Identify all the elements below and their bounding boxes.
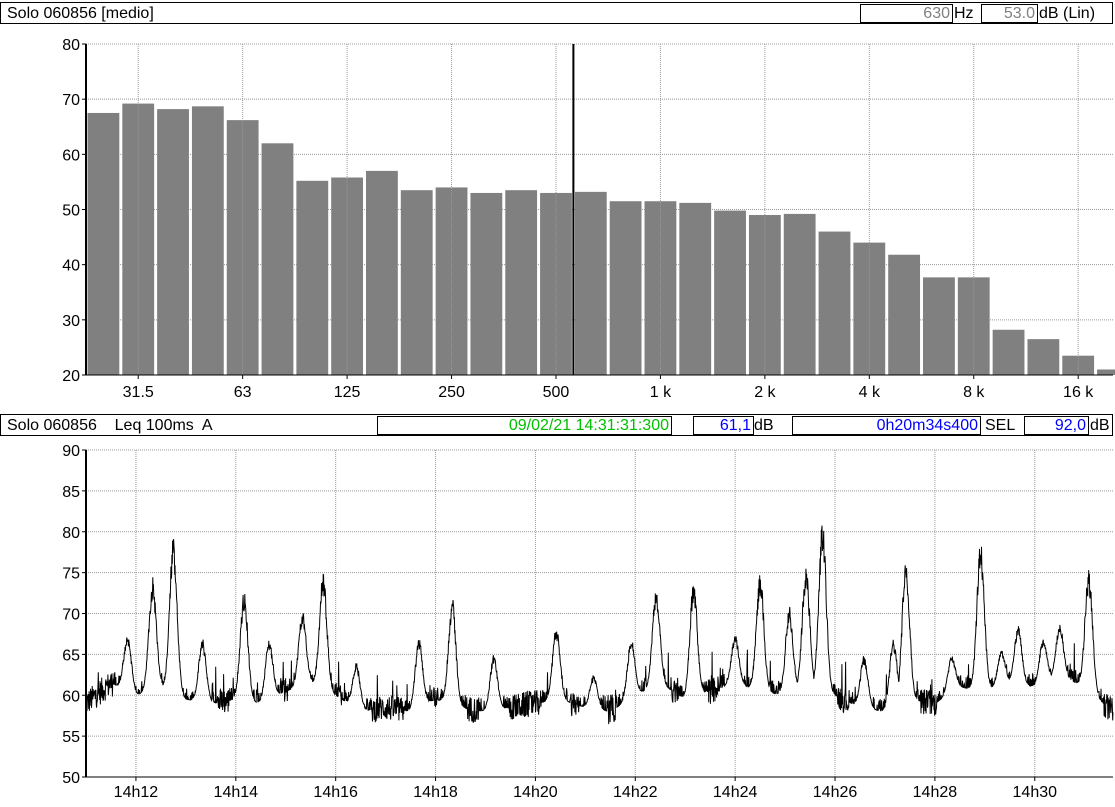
spectrum-bar	[888, 254, 921, 375]
timeline-ytick-label: 55	[62, 729, 80, 746]
spectrum-xtick-label: 31.5	[123, 384, 154, 401]
spectrum-ytick-label: 80	[62, 37, 80, 54]
spectrum-bar	[1027, 339, 1060, 375]
timeline-title: Solo 060856 Leq 100ms A	[7, 417, 213, 434]
spectrum-ytick-label: 30	[62, 313, 80, 330]
spectrum-bar	[992, 329, 1025, 375]
spectrum-title: Solo 060856 [medio]	[7, 5, 154, 22]
timeline-ytick-label: 60	[62, 688, 80, 705]
leq-value-box[interactable]: 61,1	[693, 416, 754, 435]
spectrum-bar	[1062, 355, 1095, 375]
timeline-ytick-label: 85	[62, 484, 80, 501]
spectrum-panel: Solo 060856 [medio] 630 Hz 53.0 dB (Lin)…	[0, 2, 1115, 408]
timeline-xtick-label: 14h22	[613, 784, 658, 801]
spectrum-bar	[818, 231, 851, 375]
timeline-chart[interactable]: 50 55 60 65 70 75 80 85 90 14h12 14h14 14h16 14h18 14…	[0, 436, 1115, 807]
timeline-xtick-label: 14h30	[1013, 784, 1058, 801]
spectrum-bar	[261, 143, 294, 375]
sel-value-box[interactable]: 92,0	[1024, 416, 1089, 435]
spectrum-xtick-label: 4 k	[859, 384, 881, 401]
spectrum-bar	[574, 191, 607, 375]
spectrum-xtick-label: 500	[543, 384, 570, 401]
spectrum-bar	[157, 109, 189, 375]
spectrum-ytick-label: 40	[62, 258, 80, 275]
spectrum-bar	[400, 190, 433, 375]
duration-box[interactable]: 0h20m34s400	[792, 416, 981, 435]
frequency-value-box[interactable]: 630	[860, 4, 953, 23]
spectrum-bar	[87, 112, 120, 375]
spectrum-bar	[470, 192, 503, 375]
spectrum-xtick-label: 16 k	[1063, 384, 1094, 401]
frequency-unit: Hz	[954, 5, 974, 22]
timeline-xtick-label: 14h14	[214, 784, 259, 801]
sel-label: SEL	[985, 417, 1016, 434]
timeline-panel: Solo 060856 Leq 100ms A 09/02/21 14:31:3…	[0, 408, 1115, 807]
spectrum-bar	[191, 106, 224, 376]
spectrum-xtick-label: 63	[234, 384, 252, 401]
timeline-xtick-label: 14h12	[114, 784, 159, 801]
timeline-xtick-label: 14h16	[313, 784, 358, 801]
spectrum-bar	[923, 277, 955, 375]
spectrum-ytick-label: 20	[62, 368, 80, 385]
spectrum-header: Solo 060856 [medio] 630 Hz 53.0 dB (Lin)	[0, 2, 1113, 24]
spectrum-xtick-label: 2 k	[754, 384, 776, 401]
timeline-xtick-label: 14h24	[713, 784, 758, 801]
spectrum-ytick-label: 50	[62, 203, 80, 220]
spectrum-bar	[366, 170, 398, 375]
spectrum-bar	[783, 213, 816, 375]
spectrum-bar	[748, 215, 781, 375]
spectrum-xtick-label: 8 k	[963, 384, 985, 401]
spectrum-bar	[505, 190, 538, 375]
spectrum-ytick-label: 70	[62, 92, 80, 109]
level-value-box[interactable]: 53.0	[981, 4, 1038, 23]
spectrum-chart[interactable]: 20 30 40 50 60 70 80 31.5 63 125 250 500 1 k 2 k 4 k 8 …	[0, 22, 1115, 408]
spectrum-bar	[679, 202, 712, 375]
level-unit: dB (Lin)	[1039, 5, 1096, 22]
spectrum-bar	[1097, 369, 1115, 375]
timeline-ytick-label: 65	[62, 647, 80, 664]
timeline-ytick-label: 70	[62, 607, 80, 624]
timeline-xtick-label: 14h28	[913, 784, 958, 801]
sel-unit: dB	[1090, 417, 1110, 434]
timeline-ytick-label: 50	[62, 770, 80, 787]
spectrum-xtick-label: 125	[334, 384, 361, 401]
spectrum-bar	[296, 180, 329, 375]
timeline-ytick-label: 75	[62, 566, 80, 583]
spectrum-bar	[609, 201, 642, 375]
timeline-header: Solo 060856 Leq 100ms A 09/02/21 14:31:3…	[0, 414, 1113, 436]
leq-unit: dB	[754, 417, 774, 434]
timeline-ytick-label: 80	[62, 525, 80, 542]
spectrum-xtick-label: 250	[438, 384, 465, 401]
timestamp-box[interactable]: 09/02/21 14:31:31:300	[377, 416, 672, 435]
timeline-ytick-label: 90	[62, 443, 80, 460]
spectrum-xtick-label: 1 k	[650, 384, 672, 401]
spectrum-bar	[714, 210, 746, 375]
timeline-xtick-label: 14h26	[813, 784, 858, 801]
timeline-xtick-label: 14h20	[513, 784, 558, 801]
timeline-series-line	[85, 525, 1114, 725]
spectrum-ytick-label: 60	[62, 147, 80, 164]
timeline-xtick-label: 14h18	[413, 784, 458, 801]
